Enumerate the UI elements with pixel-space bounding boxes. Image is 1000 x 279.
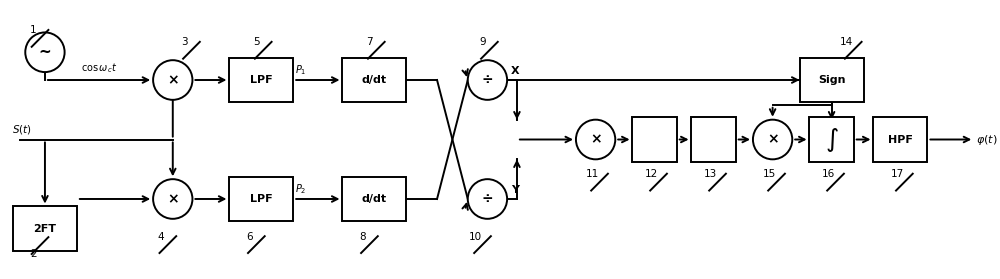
Text: 16: 16: [822, 169, 835, 179]
Text: LPF: LPF: [250, 194, 273, 204]
Text: 4: 4: [158, 232, 164, 242]
Circle shape: [25, 32, 65, 72]
Circle shape: [153, 60, 192, 100]
Bar: [229, 58, 293, 102]
Text: 7: 7: [366, 37, 373, 47]
Text: 14: 14: [840, 37, 853, 47]
Circle shape: [576, 120, 615, 159]
Bar: [342, 58, 406, 102]
Text: ÷: ÷: [482, 73, 493, 87]
Text: ~: ~: [39, 45, 51, 60]
Text: 11: 11: [586, 169, 599, 179]
Text: ×: ×: [590, 133, 601, 146]
Text: 13: 13: [704, 169, 717, 179]
Text: $P_1$: $P_1$: [295, 63, 307, 77]
Text: ×: ×: [767, 133, 778, 146]
Bar: [342, 177, 406, 221]
Text: LPF: LPF: [250, 75, 273, 85]
Text: 2FT: 2FT: [33, 224, 56, 234]
Text: 8: 8: [359, 232, 366, 242]
Text: Sign: Sign: [818, 75, 845, 85]
Bar: [632, 117, 677, 162]
Text: 2: 2: [30, 249, 36, 259]
Text: 1: 1: [30, 25, 36, 35]
Circle shape: [153, 179, 192, 219]
Circle shape: [468, 179, 507, 219]
Text: $S(t)$: $S(t)$: [12, 122, 32, 136]
Text: ÷: ÷: [482, 192, 493, 206]
Text: ×: ×: [167, 192, 179, 206]
Bar: [229, 177, 293, 221]
Text: $P_2$: $P_2$: [295, 182, 307, 196]
Bar: [809, 117, 854, 162]
Text: HPF: HPF: [888, 134, 913, 145]
Text: Y: Y: [511, 185, 519, 195]
Text: d/dt: d/dt: [362, 75, 387, 85]
Text: X: X: [511, 66, 520, 76]
Text: ×: ×: [167, 73, 179, 87]
Text: 12: 12: [645, 169, 658, 179]
Circle shape: [753, 120, 792, 159]
Bar: [800, 58, 864, 102]
Text: 17: 17: [891, 169, 904, 179]
Text: 3: 3: [181, 37, 188, 47]
Text: 5: 5: [253, 37, 260, 47]
Text: d/dt: d/dt: [362, 194, 387, 204]
Text: 15: 15: [763, 169, 776, 179]
Text: 6: 6: [246, 232, 253, 242]
Text: 9: 9: [479, 37, 486, 47]
Text: 10: 10: [469, 232, 482, 242]
Bar: [873, 117, 927, 162]
Text: $\int$: $\int$: [825, 126, 839, 153]
Bar: [691, 117, 736, 162]
Text: $\cos\omega_c t$: $\cos\omega_c t$: [81, 61, 117, 75]
Text: $\varphi(t)$: $\varphi(t)$: [976, 133, 998, 146]
Bar: [13, 206, 77, 251]
Circle shape: [468, 60, 507, 100]
